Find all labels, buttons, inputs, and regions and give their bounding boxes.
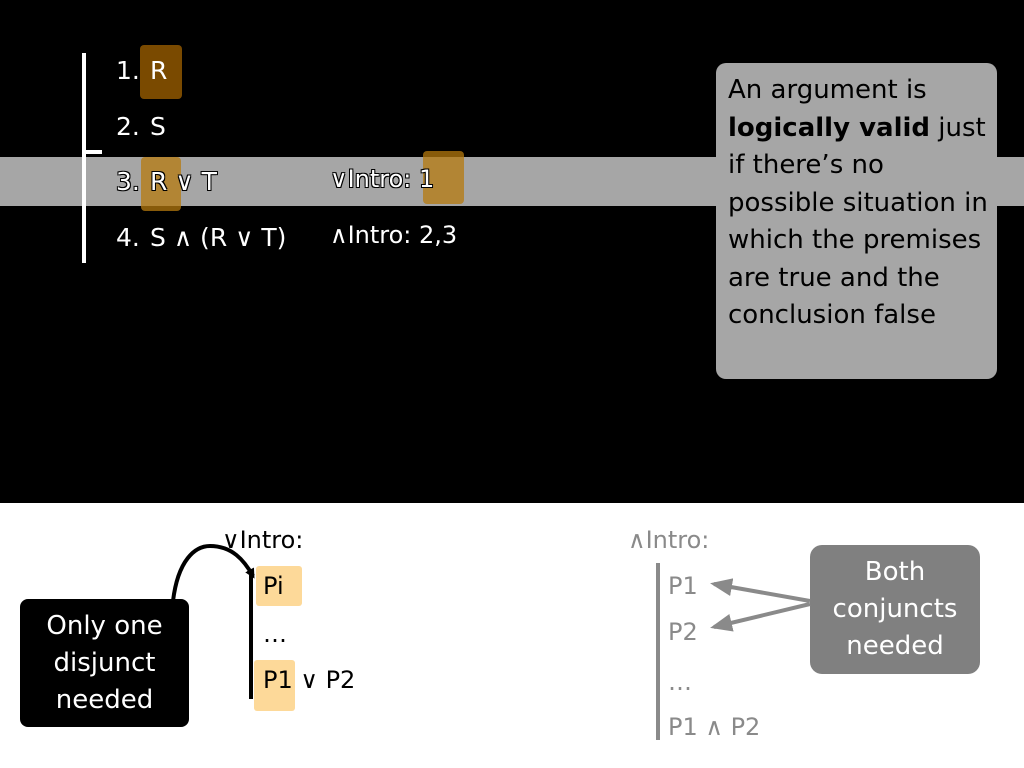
justification-line-3: ∨Intro: 1 — [330, 165, 435, 193]
or-intro-scope-line — [249, 573, 253, 699]
and-intro-scope-line — [656, 563, 660, 740]
definition-post: just if there’s no possible situation in… — [728, 112, 988, 331]
line-formula: S — [150, 112, 166, 141]
and-intro-row2: P2 — [668, 618, 698, 646]
proof-line-2: 2. S — [116, 112, 166, 141]
fitch-premise-bar — [82, 150, 102, 154]
line-formula: R — [150, 56, 168, 85]
line-formula: R ∨ T — [150, 167, 217, 196]
and-arrow-to-p1 — [710, 578, 811, 603]
line-number: 3. — [116, 167, 140, 196]
definition-box — [716, 63, 997, 379]
definition-text: An argument is logically valid just if t… — [728, 72, 990, 335]
line-number: 2. — [116, 112, 140, 141]
only-one-disjunct-callout: Only one disjunct needed — [20, 599, 189, 727]
or-intro-p2: ∨ P2 — [292, 666, 356, 694]
and-arrow-to-p2 — [710, 602, 811, 632]
highlight-line1-R — [140, 45, 182, 99]
definition-term: logically valid — [728, 112, 931, 143]
or-intro-row1: Pi — [263, 572, 284, 600]
highlight-just-1 — [423, 151, 464, 204]
or-intro-arrow — [171, 543, 255, 602]
justification-line-4: ∧Intro: 2,3 — [330, 221, 458, 249]
fitch-scope-line — [82, 53, 86, 263]
proof-line-3: 3. R ∨ T — [116, 167, 217, 196]
line-number: 1. — [116, 56, 140, 85]
and-intro-row3: … — [668, 668, 692, 696]
both-conjuncts-callout: Both conjuncts needed — [810, 545, 980, 674]
line-formula: S ∧ (R ∨ T) — [150, 223, 287, 252]
proof-line-1: 1. R — [116, 56, 167, 85]
highlight-line3-R — [141, 157, 181, 211]
or-intro-row3: P1 ∨ P2 — [263, 666, 355, 694]
callout-text: Both conjuncts needed — [832, 557, 958, 661]
or-intro-title: ∨Intro: — [222, 526, 304, 554]
definition-pre: An argument is — [728, 75, 927, 105]
proof-line-4: 4. S ∧ (R ∨ T) — [116, 223, 286, 252]
line-number: 4. — [116, 223, 140, 252]
or-intro-row2: … — [263, 620, 287, 648]
highlight-p1 — [254, 660, 295, 711]
and-intro-title: ∧Intro: — [628, 526, 710, 554]
or-intro-p1: P1 — [263, 666, 293, 694]
callout-text: Only one disjunct needed — [46, 610, 163, 715]
and-intro-row1: P1 — [668, 572, 698, 600]
highlight-pi — [256, 566, 302, 606]
and-intro-row4: P1 ∧ P2 — [668, 713, 761, 741]
